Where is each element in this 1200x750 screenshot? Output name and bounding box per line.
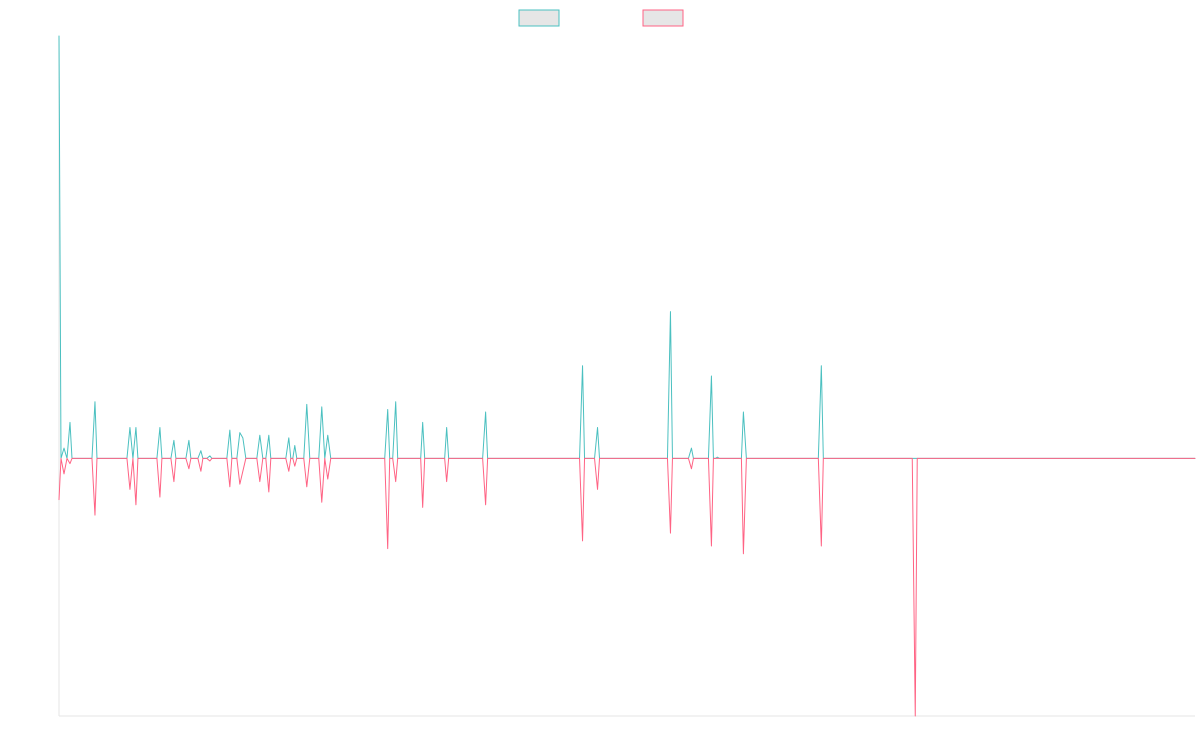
series-line-1 <box>58 35 1196 459</box>
series-line-2 <box>58 457 1196 717</box>
legend[interactable] <box>518 9 684 27</box>
plot-area <box>58 35 1196 717</box>
legend-swatch-2[interactable] <box>642 9 684 27</box>
legend-swatch-1[interactable] <box>518 9 560 27</box>
